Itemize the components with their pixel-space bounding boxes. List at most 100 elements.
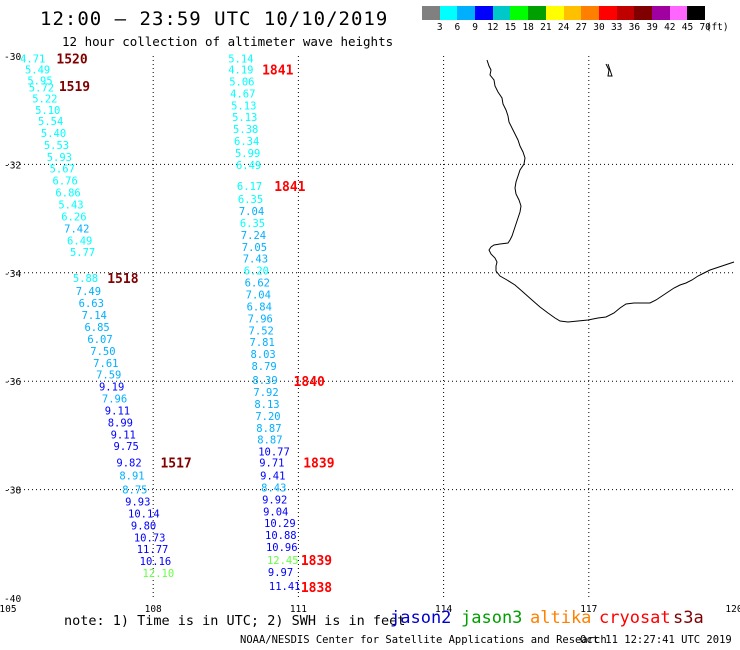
wave-height-value: 8.03: [250, 349, 275, 361]
wave-height-value: 5.93: [47, 152, 72, 164]
lon-tick-label: 114: [435, 604, 452, 615]
wave-height-value: 4.71: [20, 54, 45, 66]
wave-height-value: 6.20: [244, 266, 269, 278]
pass-time-label: 1517: [160, 457, 191, 472]
lat-tick-label: -40: [4, 594, 21, 605]
wave-height-value: 9.11: [111, 429, 136, 441]
pass-time-label: 1839: [301, 554, 332, 569]
color-scale-label: 33: [610, 22, 623, 33]
wave-height-value: 8.75: [122, 485, 147, 497]
color-scale-label: 27: [575, 22, 588, 33]
wave-height-value: 7.24: [241, 230, 266, 242]
generated-timestamp: Oct 11 12:27:41 UTC 2019: [580, 634, 732, 646]
wave-height-value: 6.49: [236, 160, 261, 172]
pass-time-label: 1518: [107, 272, 138, 287]
wave-height-value: 7.05: [242, 242, 267, 254]
wave-height-value: 5.88: [73, 273, 98, 285]
lon-tick-label: 111: [290, 604, 307, 615]
color-scale-label: 42: [664, 22, 676, 33]
wave-height-value: 7.49: [76, 286, 101, 298]
wave-height-value: 5.54: [38, 116, 63, 128]
wave-height-value: 12.45: [267, 555, 299, 567]
color-swatch: [510, 6, 529, 20]
wave-height-value: 10.16: [140, 556, 172, 568]
wave-height-value: 7.50: [90, 346, 115, 358]
color-scale-label: 24: [557, 22, 570, 33]
wave-height-value: 9.97: [268, 567, 293, 579]
wave-height-value: 5.77: [70, 247, 95, 259]
wave-height-value: 10.77: [258, 447, 290, 459]
wave-height-value: 5.49: [25, 65, 50, 77]
color-scale-label: 3: [436, 22, 443, 33]
wave-height-value: 9.75: [114, 441, 139, 453]
credit-line: NOAA/NESDIS Center for Satellite Applica…: [240, 634, 607, 646]
wave-height-value: 5.06: [229, 76, 254, 88]
wave-height-value: 6.07: [87, 334, 112, 346]
lat-tick-label: -36: [4, 377, 21, 388]
wave-height-value: 6.84: [247, 301, 272, 313]
map-frame-bg: [8, 56, 734, 598]
wave-height-value: 5.53: [44, 140, 69, 152]
wave-height-value: 6.85: [84, 322, 109, 334]
axes: 105 108 111 114 117 120 -30 -32 -34 -36 -38 -40: [0, 52, 740, 615]
color-swatch: [651, 6, 670, 20]
color-swatch: [439, 6, 458, 20]
wave-height-value: 8.39: [252, 375, 277, 387]
wave-height-value: 5.72: [29, 82, 54, 94]
wave-height-value: 8.87: [256, 423, 281, 435]
wave-height-value: 6.62: [245, 278, 270, 290]
wave-height-value: 9.04: [263, 506, 288, 518]
wave-height-value: 6.49: [67, 235, 92, 247]
wave-height-value: 6.35: [240, 218, 265, 230]
color-swatch: [475, 6, 493, 20]
lat-tick-label: -32: [4, 160, 21, 171]
wave-height-value: 5.99: [235, 148, 260, 160]
wave-height-value: 5.43: [58, 200, 83, 212]
wave-height-value: 8.13: [254, 399, 279, 411]
legend-altika: altika: [530, 608, 592, 628]
wave-height-value: 9.11: [105, 405, 130, 417]
color-scale-bar: [422, 6, 705, 20]
wave-height-value: 7.61: [93, 358, 118, 370]
lon-tick-label: 108: [145, 604, 162, 615]
color-swatch: [669, 6, 688, 20]
color-swatch: [528, 6, 546, 20]
wave-height-value: 7.43: [243, 254, 268, 266]
color-swatch: [457, 6, 476, 20]
lat-tick-label: -38: [4, 486, 21, 497]
wave-height-value: 6.26: [61, 211, 86, 223]
wave-height-value: 5.14: [228, 54, 253, 66]
footnote: note: 1) Time is in UTC; 2) SWH is in fe…: [64, 613, 406, 629]
wave-height-value: 7.92: [253, 387, 278, 399]
legend-jason3: jason3: [461, 608, 523, 628]
pass-time-label: 1519: [59, 80, 90, 95]
coastline-western-australia: [486, 59, 735, 323]
legend-jason2: jason2: [390, 608, 452, 628]
wave-height-value: 9.93: [125, 497, 150, 509]
wave-height-value: 8.87: [257, 435, 282, 447]
wave-height-value: 7.96: [248, 313, 273, 325]
color-scale-label: 18: [522, 22, 534, 33]
pass-time-label: 1840: [294, 375, 325, 390]
wave-height-value: 5.67: [50, 164, 75, 176]
wave-height-value: 7.14: [82, 310, 107, 322]
wave-height-value: 6.35: [238, 194, 263, 206]
wave-height-value: 7.42: [64, 223, 89, 235]
color-swatch: [616, 6, 635, 20]
color-scale-label: (ft): [705, 22, 729, 33]
pass-time-label: 1841: [262, 64, 293, 79]
wave-height-value: 7.20: [255, 411, 280, 423]
color-swatch: [492, 6, 511, 20]
wave-height-value: 8.99: [108, 417, 133, 429]
wave-height-value: 5.10: [35, 105, 60, 117]
color-swatch: [422, 6, 440, 20]
wave-height-value: 6.76: [53, 176, 78, 188]
wave-height-value: 10.29: [264, 518, 296, 530]
color-scale-label: 21: [540, 22, 552, 33]
wave-height-value: 4.19: [228, 65, 253, 77]
pass-time-label: 1841: [274, 180, 305, 195]
wave-height-value: 9.92: [262, 494, 287, 506]
wave-height-value: 9.19: [99, 382, 124, 394]
color-scale-label: 12: [487, 22, 499, 33]
pass-time-label: 1520: [56, 53, 87, 68]
